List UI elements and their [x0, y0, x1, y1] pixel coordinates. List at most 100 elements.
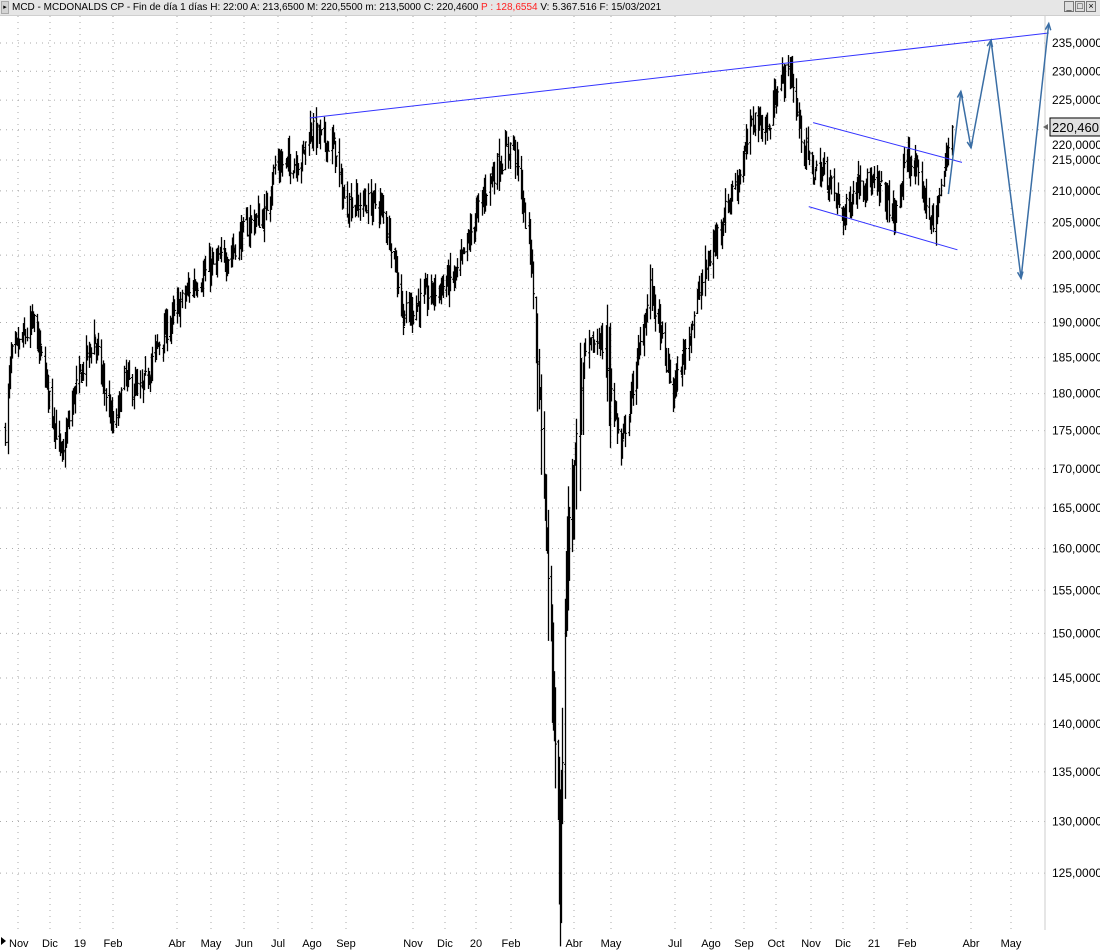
x-tick-label: Feb: [898, 938, 917, 950]
ohlc-bar: [507, 136, 510, 169]
ohlc-bar: [617, 417, 620, 434]
x-tick-label: 19: [74, 938, 86, 950]
ohlc-bar: [316, 122, 319, 149]
ohlc-bar: [212, 251, 215, 265]
ohlc-bar: [335, 155, 338, 167]
ohlc-bar: [784, 64, 787, 99]
y-tick-label: 190,0000: [1052, 316, 1100, 330]
ohlc-bar: [463, 247, 466, 255]
ohlc-bar: [367, 183, 370, 225]
ohlc-bar: [501, 163, 504, 175]
ohlc-bar: [575, 418, 578, 510]
ohlc-bar: [158, 341, 161, 356]
ohlc-bar: [815, 160, 818, 171]
scroll-left-icon: [1, 937, 6, 945]
ohlc-bar: [632, 370, 635, 406]
expand-arrow-icon[interactable]: ▸: [1, 1, 9, 14]
ohlc-bar: [75, 365, 78, 395]
ohlc-bar: [357, 194, 360, 218]
ohlc-bar: [18, 338, 21, 350]
ohlc-bar: [402, 303, 405, 336]
ohlc-bar: [805, 127, 808, 170]
ohlc-bar: [359, 192, 362, 221]
ohlc-bar: [845, 193, 848, 226]
y-tick-label: 205,0000: [1052, 216, 1100, 230]
ohlc-bar: [947, 137, 950, 166]
x-tick-label: Sep: [734, 938, 754, 950]
close-icon[interactable]: ×: [1086, 1, 1096, 12]
ohlc-bar: [731, 180, 734, 202]
ohlc-bar: [852, 180, 855, 205]
minimize-icon[interactable]: _: [1064, 1, 1074, 12]
ohlc-bar: [888, 180, 891, 223]
projection-segment: [947, 91, 962, 195]
ohlc-bar: [593, 339, 596, 353]
ohlc-bar: [509, 142, 512, 170]
x-tick-label: Abr: [962, 938, 979, 950]
ohlc-bar: [320, 129, 323, 136]
ohlc-bar: [489, 173, 492, 206]
ohlc-bar: [333, 132, 336, 145]
ohlc-bar: [646, 294, 649, 323]
projection-arrowhead-icon: [1044, 21, 1052, 31]
last-price-marker-icon: [1043, 123, 1048, 130]
last-price-label: 220,460: [1052, 120, 1099, 135]
ohlc-bar: [951, 125, 954, 156]
ohlc-bar: [250, 215, 253, 234]
ohlc-bar: [739, 169, 742, 185]
ohlc-bar: [568, 506, 571, 581]
ohlc-bar: [676, 356, 679, 391]
ohlc-bar: [709, 249, 712, 266]
ohlc-bar: [776, 86, 779, 107]
ohlc-bar: [649, 264, 652, 320]
ohlc-bar: [82, 361, 85, 381]
ohlc-bar: [456, 258, 459, 278]
low-value: m: 213,5000: [365, 2, 421, 13]
y-tick-label: 220,0000: [1052, 138, 1100, 152]
ohlc-bar: [808, 150, 811, 166]
ohlc-bar: [838, 193, 841, 208]
x-tick-label: May: [201, 938, 222, 950]
y-tick-label: 195,0000: [1052, 281, 1100, 295]
ohlc-bar: [873, 166, 876, 189]
ohlc-bar: [903, 147, 906, 169]
y-tick-label: 225,0000: [1052, 93, 1100, 107]
ohlc-bar: [103, 363, 106, 406]
y-tick-label: 155,0000: [1052, 583, 1100, 597]
ohlc-bar: [86, 345, 89, 361]
ohlc-bar: [293, 158, 296, 174]
ohlc-bar: [266, 192, 269, 211]
ohlc-bar: [754, 112, 757, 137]
ohlc-bar: [693, 311, 696, 339]
projection-segment: [1020, 23, 1050, 279]
ohlc-bar: [879, 182, 882, 203]
ohlc-bar: [554, 687, 557, 789]
y-tick-label: 135,0000: [1052, 765, 1100, 779]
ohlc-bar: [590, 336, 593, 351]
y-tick-label: 170,0000: [1052, 462, 1100, 476]
ohlc-bar: [669, 359, 672, 384]
ohlc-bar: [833, 168, 836, 202]
ohlc-bar: [716, 224, 719, 260]
ohlc-bar: [33, 313, 36, 333]
maximize-icon[interactable]: □: [1075, 1, 1085, 12]
ohlc-bar: [430, 274, 433, 305]
ohlc-bar: [136, 368, 139, 397]
ohlc-bar: [343, 184, 346, 199]
x-tick-label: Feb: [502, 938, 521, 950]
symbol-label: MCD - MCDONALDS CP - Fin de día 1 días: [12, 2, 208, 13]
ohlc-bar: [274, 155, 277, 175]
ohlc-bar: [866, 168, 869, 201]
ohlc-bar: [382, 195, 385, 224]
date-value: F: 15/03/2021: [599, 2, 662, 13]
ohlc-bar: [304, 141, 307, 165]
ohlc-bar: [139, 370, 142, 399]
ohlc-bar: [880, 171, 883, 183]
x-tick-label: Dic: [437, 938, 453, 950]
ohlc-bar: [485, 193, 488, 206]
ohlc-bar: [932, 203, 935, 233]
ohlc-bar: [708, 251, 711, 267]
ohlc-bar: [338, 138, 341, 188]
ohlc-bar: [348, 192, 351, 228]
